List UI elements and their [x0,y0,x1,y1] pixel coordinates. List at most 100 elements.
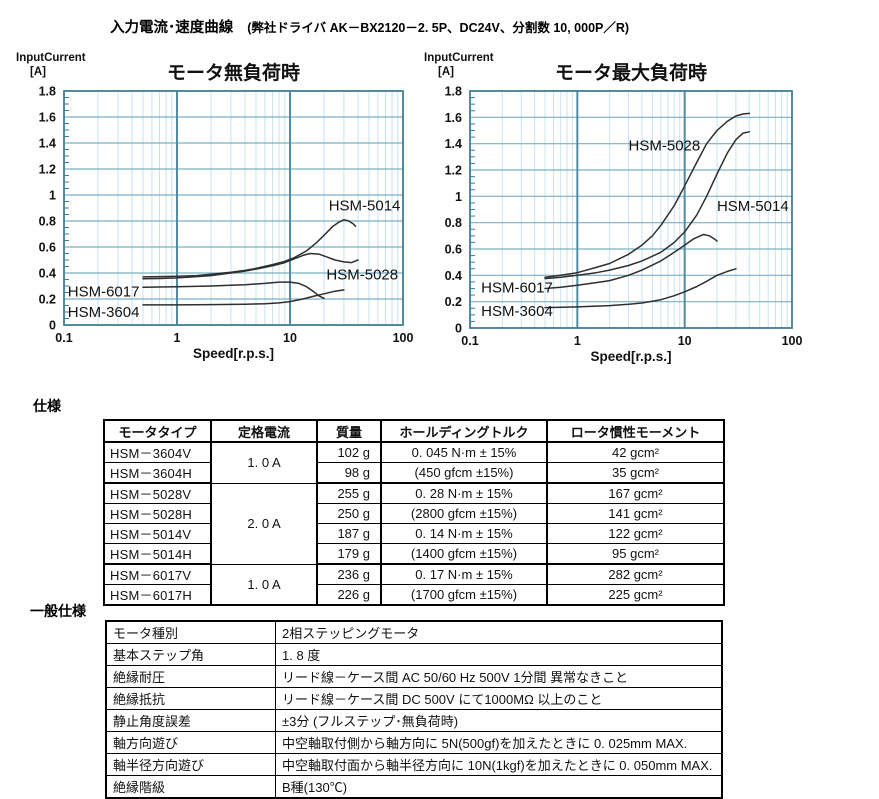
curve-HSM-5028 [544,112,751,279]
y-tick-label: 1.6 [445,111,462,125]
y-tick-label: 0.6 [445,243,462,257]
general-row-label: 軸方向遊び [105,731,276,754]
y-axis-unit-label: [A] [30,66,46,78]
series-label: HSM-3604 [68,304,140,321]
general-row-label: 軸半径方向遊び [105,753,276,776]
plot-frame [469,90,793,329]
series-label: HSM-3604 [481,303,553,320]
motor-type-cell: HSM－5014V [103,523,212,544]
torque-cell: (1700 gfcm ±15%) [380,584,548,606]
y-tick-label: 1.2 [445,164,462,178]
spec-section-heading: 仕様 [33,398,61,414]
general-row-label: 絶縁抵抗 [105,687,276,710]
curve-HSM-3604 [142,289,345,306]
plot-frame [63,90,404,326]
general-row: 絶縁耐圧 リード線－ケース間 AC 50/60 Hz 500V 1分間 異常なき… [105,665,723,688]
spec-header-row: モータタイプ 定格電流 質量 ホールディングトルク ロータ慣性モーメント [103,419,725,443]
series-label: HSM-5028 [629,137,701,154]
page-subtitle: (弊社ドライバ AK－BX2120－2. 5P、DC24V、分割数 10, 00… [247,21,630,35]
y-tick-label: 1.6 [39,111,56,125]
no-load-chart: HSM-5014 HSM-5028 HSM-6017 HSM-3604 0 0.2 0.4 0… [8,48,420,420]
general-row-label: 絶縁耐圧 [105,665,276,688]
motor-type-cell: HSM－3604V [103,441,212,463]
torque-cell: (450 gfcm ±15%) [380,462,548,484]
y-tick-label: 0 [49,319,56,333]
general-row-label: 基本ステップ角 [105,643,276,666]
inertia-cell: 95 gcm² [546,543,725,565]
inertia-cell: 141 gcm² [546,503,725,524]
x-tick-label: 0.1 [55,331,72,345]
curve-HSM-3604 [544,268,737,309]
general-row-label: 静止角度誤差 [105,709,276,732]
spec-row: HSM－5028V 2. 0 A 255 g 0. 28 N·m ± 15% 1… [103,482,725,565]
y-tick-label: 1.8 [39,85,56,99]
series-label: HSM-5014 [717,198,789,215]
mass-cell: 226 g [316,584,382,606]
spec-header-mass: 質量 [316,419,382,443]
y-tick-label: 0 [455,322,462,336]
spec-table: モータタイプ 定格電流 質量 ホールディングトルク ロータ慣性モーメント HSM… [103,419,725,606]
y-axis-label: InputCurrent [16,52,86,64]
torque-cell: 0. 045 N·m ± 15% [380,441,548,463]
mass-cell: 179 g [316,543,382,565]
y-tick-label: 1.2 [39,163,56,177]
x-tick-label: 100 [393,331,414,345]
spec-row: HSM－3604V 1. 0 A 102 g 0. 045 N·m ± 15% … [103,441,725,484]
y-tick-label: 1 [455,190,462,204]
y-tick-label: 0.6 [39,241,56,255]
mass-cell: 102 g [316,441,382,463]
y-tick-label: 0.4 [39,267,56,281]
general-row-value: 2相ステッピングモータ [275,620,723,644]
mass-cell: 236 g [316,563,382,585]
x-tick-label: 10 [678,334,692,348]
inertia-cell: 282 gcm² [546,563,725,585]
y-axis-unit-label: [A] [438,66,454,78]
series-label: HSM-5014 [329,198,401,215]
general-row-value: リード線－ケース間 AC 50/60 Hz 500V 1分間 異常なきこと [275,665,723,688]
y-tick-label: 0.2 [39,293,56,307]
inertia-cell: 167 gcm² [546,482,725,504]
motor-type-cell: HSM－5028V [103,482,212,504]
y-tick-label: 0.2 [445,295,462,309]
y-tick-label: 0.4 [445,269,462,283]
chart-title: モータ最大負荷時 [555,61,707,84]
x-axis-label: Speed[r.p.s.] [590,349,671,364]
series-label: HSM-5028 [326,267,398,284]
rated-current-cell: 2. 0 A [210,482,318,565]
general-row-label: モータ種別 [105,620,276,644]
page-header: 入力電流･速度曲線 (弊社ドライバ AK－BX2120－2. 5P、DC24V、分… [110,16,629,37]
general-row: 静止角度誤差 ±3分 (フルステップ･無負荷時) [105,709,723,732]
x-axis-label: Speed[r.p.s.] [193,346,274,361]
motor-type-cell: HSM－5028H [103,503,212,524]
spec-row: HSM－5014H 179 g (1400 gfcm ±15%) 95 gcm² [103,543,725,565]
general-section-heading: 一般仕様 [30,603,86,619]
curve-HSM-5028 [142,252,359,280]
general-row-value: ±3分 (フルステップ･無負荷時) [275,709,723,732]
motor-type-cell: HSM－6017V [103,563,212,585]
series-label: HSM-6017 [68,283,140,300]
general-row: 絶縁抵抗 リード線－ケース間 DC 500V にて1000MΩ 以上のこと [105,687,723,710]
spec-header-motor-type: モータタイプ [103,419,212,443]
page-title: 入力電流･速度曲線 [110,20,234,36]
y-tick-label: 0.8 [39,215,56,229]
curve-HSM-5014 [544,131,751,280]
torque-cell: (1400 gfcm ±15%) [380,543,548,565]
mass-cell: 250 g [316,503,382,524]
y-tick-label: 1.4 [445,137,462,151]
torque-cell: 0. 14 N·m ± 15% [380,523,548,544]
curve-HSM-6017 [142,281,325,300]
torque-cell: (2800 gfcm ±15%) [380,503,548,524]
spec-header-rated-current: 定格電流 [210,419,318,443]
motor-type-cell: HSM－6017H [103,584,212,606]
spec-row: HSM－5028H 250 g (2800 gfcm ±15%) 141 gcm… [103,503,725,524]
curve-HSM-6017 [544,233,718,290]
inertia-cell: 122 gcm² [546,523,725,544]
general-row-value: リード線－ケース間 DC 500V にて1000MΩ 以上のこと [275,687,723,710]
x-tick-label: 0.1 [461,334,478,348]
y-tick-label: 0.8 [445,216,462,230]
max-load-chart: HSM-5028 HSM-5014 HSM-6017 HSM-3604 0 0.2 0.4 0… [416,48,828,420]
mass-cell: 255 g [316,482,382,504]
series-label: HSM-6017 [481,279,553,296]
motor-type-cell: HSM－5014H [103,543,212,565]
general-row-value: 中空軸取付面から軸半径方向に 10N(1kgf)を加えたときに 0. 050mm… [275,753,723,776]
